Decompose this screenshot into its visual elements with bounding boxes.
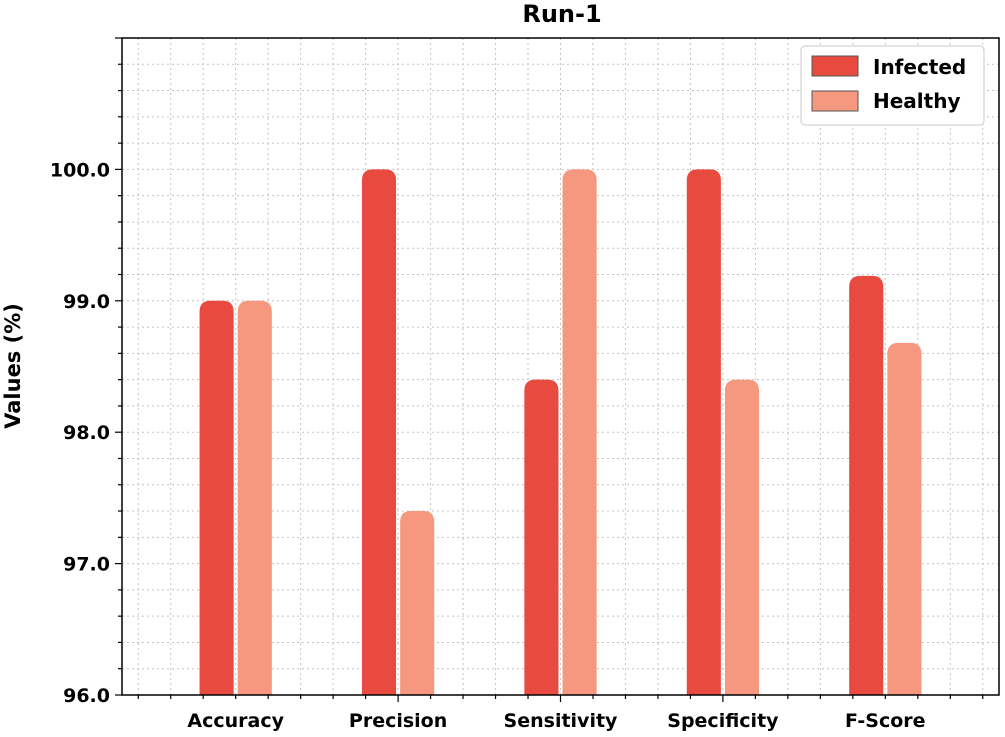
bar-infected-precision bbox=[361, 169, 397, 695]
y-tick-label: 100.0 bbox=[50, 159, 110, 181]
x-tick-label-sensitivity: Sensitivity bbox=[504, 710, 618, 732]
ticks bbox=[115, 37, 984, 702]
x-tick-label-specificity: Specificity bbox=[667, 710, 779, 732]
y-tick-label: 99.0 bbox=[63, 291, 110, 313]
legend-label-infected: Infected bbox=[873, 55, 966, 79]
bars bbox=[199, 169, 922, 695]
y-tick-label: 98.0 bbox=[63, 422, 110, 444]
legend-swatch-infected bbox=[811, 55, 859, 77]
y-tick-label: 97.0 bbox=[63, 554, 110, 576]
bar-healthy-precision bbox=[400, 511, 435, 695]
bar-infected-sensitivity bbox=[524, 379, 559, 695]
legend-swatch-healthy bbox=[811, 90, 859, 112]
y-axis-label: Values (%) bbox=[1, 303, 25, 429]
bar-infected-f-score bbox=[849, 275, 884, 695]
x-tick-labels: Accuracy Precision Sensitivity Specificity F… bbox=[187, 710, 925, 732]
chart-title: Run-1 bbox=[522, 0, 601, 28]
y-tick-labels: 96.0 97.0 98.0 99.0 100.0 bbox=[50, 159, 110, 707]
bar-healthy-accuracy bbox=[237, 300, 272, 695]
x-tick-label-accuracy: Accuracy bbox=[187, 710, 284, 732]
bar-infected-specificity bbox=[686, 169, 721, 695]
y-tick-label: 96.0 bbox=[63, 685, 110, 707]
bar-healthy-specificity bbox=[724, 379, 760, 695]
legend: Infected Healthy bbox=[800, 45, 985, 126]
legend-label-healthy: Healthy bbox=[873, 89, 961, 113]
bar-infected-accuracy bbox=[199, 300, 234, 695]
x-tick-label-f-score: F-Score bbox=[845, 710, 926, 732]
bar-healthy-f-score bbox=[887, 342, 922, 695]
bar-healthy-sensitivity bbox=[562, 169, 597, 695]
x-tick-label-precision: Precision bbox=[349, 710, 447, 732]
